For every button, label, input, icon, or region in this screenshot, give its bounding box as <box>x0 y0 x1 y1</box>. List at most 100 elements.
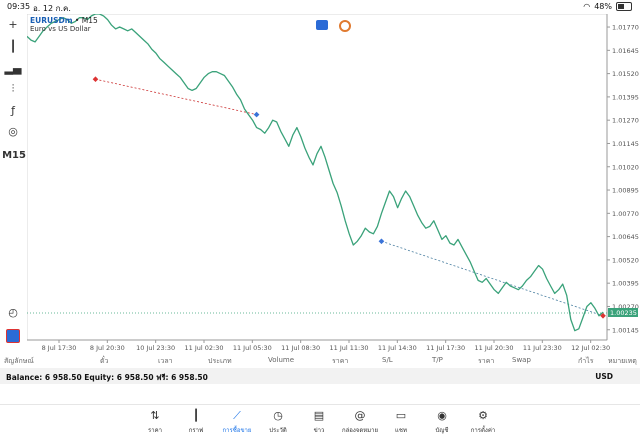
nav-item[interactable]: @ กล่องจดหมาย <box>340 409 380 435</box>
nav-label: กราฟ <box>188 427 204 434</box>
nav-label: ราคา <box>148 427 162 434</box>
nav-label: บัญชี <box>435 427 449 434</box>
buy-chip-icon[interactable] <box>339 20 351 32</box>
time-tick-label: 12 Jul 02:30 <box>571 344 610 352</box>
nav-label: การตั้งค่า <box>470 427 496 434</box>
nav-item[interactable]: ◷ ประวัติ <box>258 409 298 435</box>
column-header[interactable]: เวลา <box>158 357 173 365</box>
price-tick-label: 1.01520 <box>612 70 639 78</box>
tools-settings-icon[interactable]: ⫶ <box>11 82 15 95</box>
price-tick-label: 1.00895 <box>612 187 639 195</box>
nav-label: ประวัติ <box>269 427 287 434</box>
time-tick-label: 11 Jul 02:30 <box>185 344 224 352</box>
plot-border <box>27 14 608 341</box>
settings-icon: ⚙ <box>478 409 488 422</box>
nav-label: ข่าว <box>313 427 325 434</box>
status-time: 09:35 <box>7 2 31 11</box>
quotes-icon: ⇅ <box>150 409 160 422</box>
trade-panel-icon[interactable] <box>4 328 22 344</box>
account-icon: ◉ <box>437 409 447 422</box>
price-tick-label: 1.01395 <box>612 93 639 101</box>
nav-item[interactable]: ⚙ การตั้งค่า <box>463 409 503 435</box>
price-tick-label: 1.01270 <box>612 117 639 125</box>
balance-text: Balance: 6 958.50 Equity: 6 958.50 ฟรี: … <box>6 373 208 382</box>
price-tick-label: 1.00270 <box>612 303 639 311</box>
time-tick-label: 11 Jul 17:30 <box>426 344 465 352</box>
symbol-separator: • <box>74 16 82 25</box>
column-header[interactable]: Volume <box>268 356 295 364</box>
nav-item[interactable]: ┃ กราฟ <box>176 409 216 435</box>
price-tick-label: 1.00395 <box>612 280 639 288</box>
crosshair-icon[interactable]: + <box>8 17 18 31</box>
positions-header: สัญลักษณ์ ตั๋ว เวลา ประเภท Volume ราคา S/L T/P ร… <box>0 354 640 368</box>
column-header[interactable]: ราคา <box>332 357 349 365</box>
time-tick-label: 11 Jul 20:30 <box>475 344 514 352</box>
time-tick-label: 11 Jul 23:30 <box>523 344 562 352</box>
wifi-icon: ◠ <box>583 2 591 11</box>
current-price-badge <box>608 307 638 317</box>
nav-item[interactable]: ◉ บัญชี <box>422 409 462 435</box>
battery-percent: 48% <box>594 2 612 11</box>
current-price-label: 1.00235 <box>610 309 637 317</box>
trade-history-line <box>95 78 257 115</box>
column-header[interactable]: ประเภท <box>208 357 232 365</box>
nav-item[interactable]: ▤ ข่าว <box>299 409 339 435</box>
column-header[interactable]: ราคา <box>478 357 495 365</box>
nav-label: การซื้อขาย <box>222 427 252 434</box>
function-icon[interactable]: ƒ <box>11 103 15 117</box>
nav-item[interactable]: ⟋ การซื้อขาย <box>217 409 257 435</box>
trade-marker[interactable] <box>600 312 606 319</box>
chart-toolbar: + ┃ ▂▄ ⫶ ƒ ◎ M15 ◴ <box>0 14 26 350</box>
trade-marker[interactable] <box>253 111 260 118</box>
bottom-navigation: ⇅ ราคา ┃ กราฟ ⟋ การซื้อขาย ◷ ประวัติ ▤ ข่าว @ กล่อง… <box>0 404 640 448</box>
status-bar: 09:35 อ. 12 ก.ค. ◠ 48% <box>0 0 640 14</box>
column-header[interactable]: T/P <box>432 356 443 364</box>
price-tick-label: 1.00770 <box>612 210 639 218</box>
sell-chip-icon[interactable] <box>316 20 328 30</box>
timeframe-button[interactable]: M15 <box>2 149 26 161</box>
time-tick-label: 11 Jul 14:30 <box>378 344 417 352</box>
price-tick-label: 1.00145 <box>612 326 639 334</box>
price-tick-label: 1.00645 <box>612 233 639 241</box>
indicators-icon[interactable]: ▂▄ <box>4 61 22 75</box>
price-tick-label: 1.01145 <box>612 140 639 148</box>
symbol-name: EURUSDm <box>30 16 73 25</box>
trade-marker[interactable] <box>378 238 385 245</box>
column-header[interactable]: กำไร <box>578 357 594 365</box>
column-header[interactable]: ตั๋ว <box>100 357 109 365</box>
history-icon: ◷ <box>273 409 283 422</box>
mailbox-icon: @ <box>354 409 366 422</box>
price-tick-label: 1.01770 <box>612 24 639 32</box>
time-tick-label: 8 Jul 17:30 <box>42 344 77 352</box>
column-header[interactable]: Swap <box>512 356 531 364</box>
price-chart: 1.01770 1.01645 1.01520 1.01395 1.01270 1.011… <box>27 14 639 352</box>
symbol-timeframe: M15 <box>81 16 98 25</box>
nav-item[interactable]: ▭ แชท <box>381 409 421 435</box>
column-header[interactable]: หมายเหตุ <box>608 357 637 365</box>
trade-history-line <box>381 240 604 317</box>
objects-icon[interactable]: ◎ <box>8 124 18 138</box>
chat-icon: ▭ <box>395 409 407 422</box>
time-tick-label: 11 Jul 11:30 <box>330 344 369 352</box>
time-tick-label: 11 Jul 05:30 <box>233 344 272 352</box>
news-icon: ▤ <box>313 409 325 422</box>
chart-area[interactable]: 1.01770 1.01645 1.01520 1.01395 1.01270 1.011… <box>27 14 640 354</box>
column-header[interactable]: สัญลักษณ์ <box>4 357 34 365</box>
nav-item[interactable]: ⇅ ราคา <box>135 409 175 435</box>
price-tick-label: 1.00520 <box>612 256 639 264</box>
status-date: อ. 12 ก.ค. <box>33 4 71 13</box>
chart-symbol: EURUSDm • M15 <box>30 16 98 25</box>
nav-label: แชท <box>395 427 407 434</box>
time-tick-label: 8 Jul 20:30 <box>90 344 125 352</box>
column-header[interactable]: S/L <box>382 356 393 364</box>
trade-icon: ⟋ <box>233 409 241 422</box>
price-tick-label: 1.01020 <box>612 163 639 171</box>
chart-type-icon[interactable]: ┃ <box>9 39 17 53</box>
one-click-trading-icon[interactable]: ◴ <box>8 305 18 319</box>
balance-bar: Balance: 6 958.50 Equity: 6 958.50 ฟรี: … <box>0 368 640 384</box>
trade-marker[interactable] <box>92 76 99 83</box>
time-tick-label: 11 Jul 08:30 <box>281 344 320 352</box>
price-tick-label: 1.01645 <box>612 47 639 55</box>
time-tick-label: 10 Jul 23:30 <box>136 344 175 352</box>
price-series-line <box>27 14 604 332</box>
